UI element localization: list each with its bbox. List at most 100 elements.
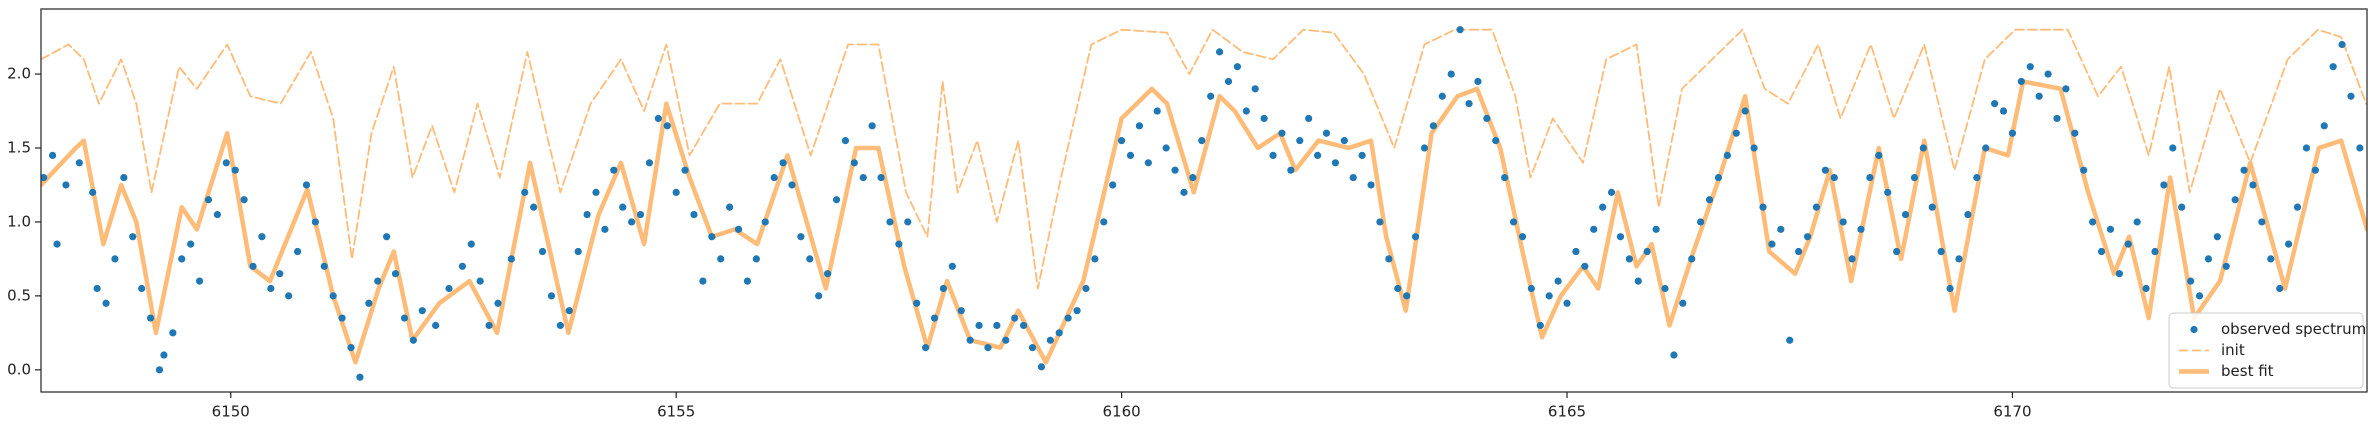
data-point [521,188,529,196]
data-point [267,284,275,293]
data-point [285,292,293,300]
data-point [663,122,671,130]
data-point [329,292,337,300]
legend-marker [2190,325,2198,334]
data-point [2276,284,2284,293]
data-point [1429,122,1437,130]
data-point [2231,196,2239,204]
data-point [2080,166,2088,174]
data-point [53,240,61,248]
data-point [1207,92,1215,100]
data-point [1839,218,1847,226]
data-point [120,173,128,182]
data-point [761,218,769,226]
data-point [1082,284,1090,293]
data-point [1536,321,1544,330]
data-point [1465,100,1473,108]
data-point [1091,255,1099,263]
data-point [2204,255,2213,263]
data-point [1251,85,1259,93]
data-point [1109,181,1117,189]
y-tick-label: 0.0 [7,360,31,378]
data-point [583,210,591,219]
data-point [160,351,168,359]
data-point [538,247,547,256]
data-point [1153,107,1161,115]
data-point [957,307,965,315]
data-point [2311,166,2319,174]
data-point [708,233,716,241]
data-point [1260,114,1268,123]
data-point [1358,151,1366,159]
data-point [1501,173,1509,182]
data-point [1581,262,1589,270]
legend-label: observed spectrum [2221,320,2366,338]
data-point [1144,159,1152,167]
data-point [850,159,858,167]
data-point [619,203,627,211]
data-point [904,218,912,226]
data-point [645,159,654,167]
data-point [1492,137,1500,145]
data-point [476,277,484,285]
data-point [2160,181,2168,189]
data-point [338,314,346,322]
data-point [1296,137,1304,145]
data-point [356,373,364,381]
data-point [1331,159,1339,167]
data-point [565,307,573,315]
data-point [984,344,992,352]
data-point [1723,151,1731,159]
data-point [806,255,814,263]
data-point [1171,166,1179,174]
data-point [418,307,426,315]
data-point [1999,107,2008,115]
data-point [1011,314,1019,322]
data-point [717,255,725,263]
data-point [1189,173,1197,182]
data-point [2017,77,2025,86]
data-point [1367,181,1375,189]
data-point [2240,166,2248,174]
data-point [169,329,177,337]
data-point [1215,48,1224,56]
fit-line [41,79,2367,365]
data-point [2356,144,2364,152]
data-point [311,218,319,226]
data-point [690,210,698,219]
data-point [574,247,582,256]
data-point [2302,144,2311,152]
data-point [832,196,841,204]
data-point [138,284,146,293]
data-point [2320,122,2328,130]
data-point [111,255,119,263]
data-point [1652,225,1660,233]
data-point [1269,151,1277,159]
x-tick-label: 6165 [1548,403,1586,421]
data-point [1795,247,1803,256]
data-point [41,173,48,182]
data-point [547,292,556,300]
data-point [1964,210,1972,219]
data-point [2213,233,2221,241]
data-point [779,159,787,167]
data-point [1634,277,1642,285]
data-point [610,166,618,174]
data-point [409,336,417,344]
data-point [146,314,155,322]
data-point [1046,336,1054,344]
data-point [743,277,752,285]
data-point [2187,277,2195,285]
data-point [2329,63,2337,71]
data-point [2285,240,2293,248]
data-point [129,233,137,241]
data-point [249,262,257,270]
data-point [507,255,515,263]
data-point [204,196,213,204]
data-point [1830,173,1838,182]
data-point [556,321,564,330]
data-point [1928,203,1936,211]
data-point [231,166,239,174]
data-point [1411,233,1420,241]
